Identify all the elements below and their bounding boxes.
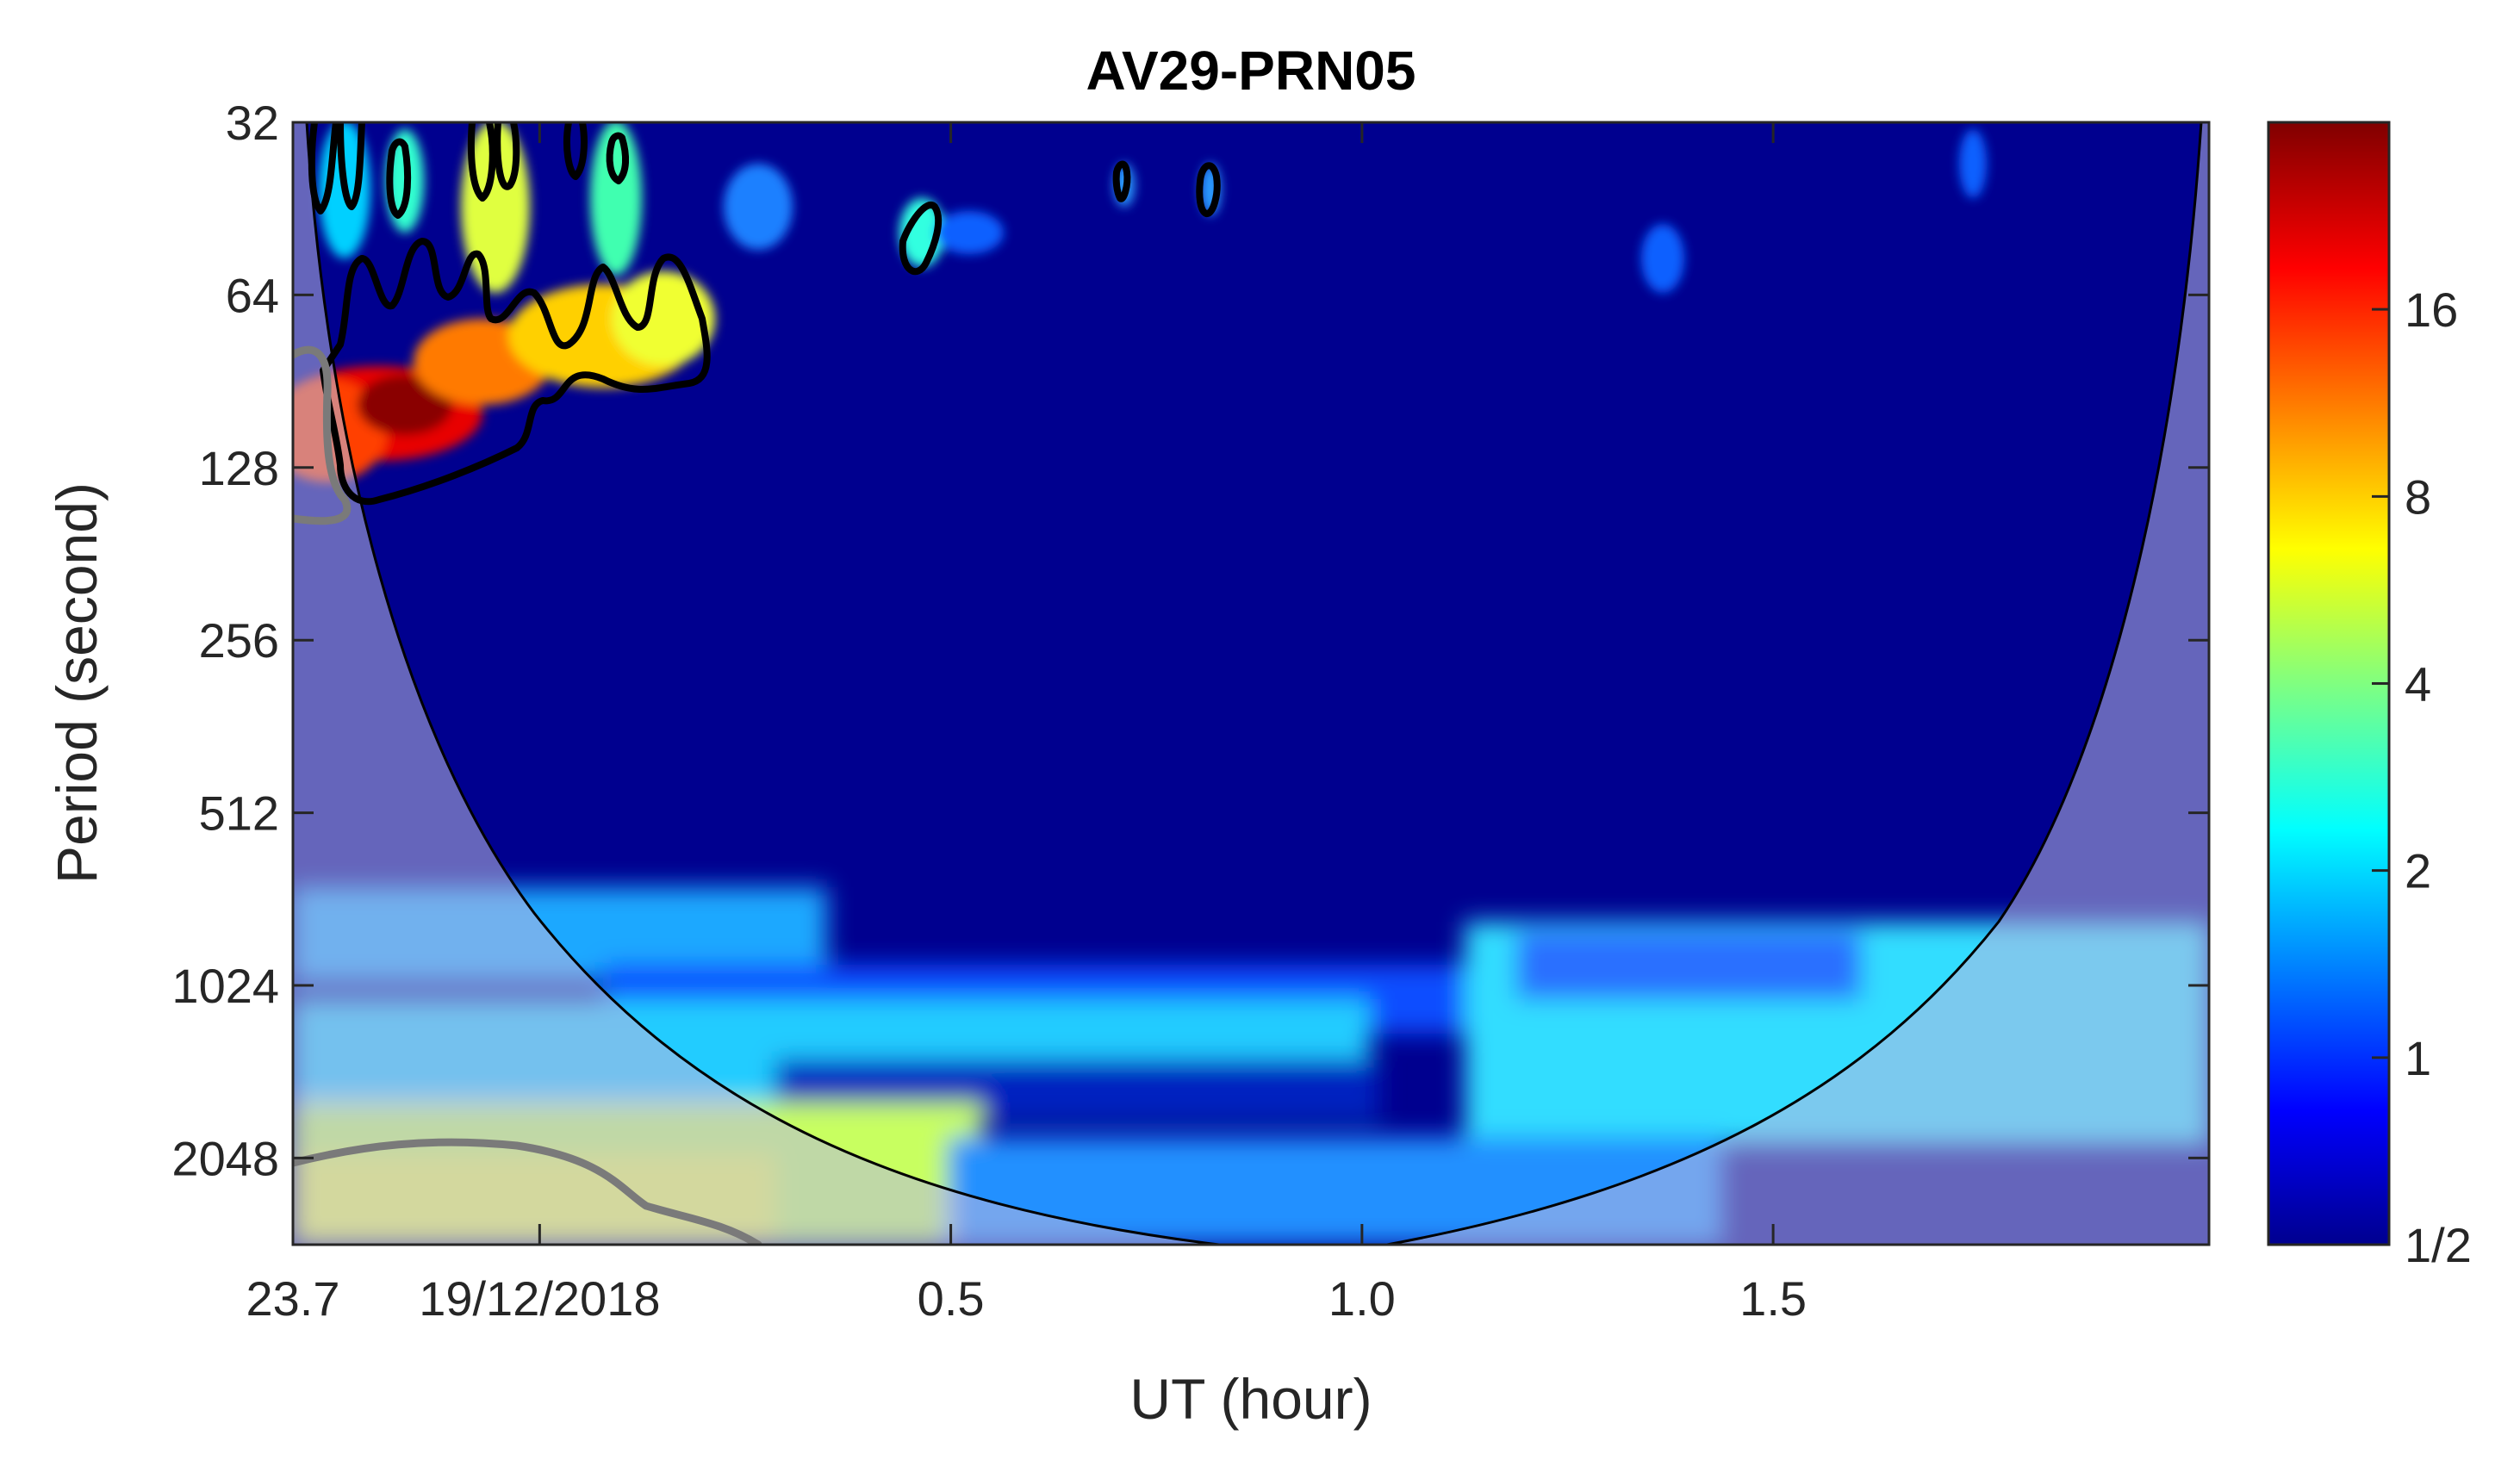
x-tick-label: 19/12/2018	[419, 1271, 660, 1326]
contour-upper-finger-2	[337, 122, 365, 210]
colorbar-tick-label: 1/2	[2405, 1218, 2472, 1272]
cone-of-influence-curve	[305, 122, 2203, 1245]
contour-upper-finger-4	[467, 122, 496, 202]
chart-title: AV29-PRN05	[1086, 40, 1416, 102]
y-tick-label: 2048	[171, 1131, 279, 1185]
colorbar-tick-label: 8	[2405, 469, 2431, 524]
significance-contours	[308, 122, 1221, 506]
y-axis-title: Period (second)	[45, 482, 109, 884]
colorbar-tick-label: 4	[2405, 657, 2431, 711]
patch-blue-36s	[1959, 129, 1987, 198]
contour-small-2	[1112, 160, 1131, 202]
contour-small-3	[1196, 162, 1221, 217]
patch-yellow-64s	[612, 271, 715, 366]
colorbar-gradient	[2267, 121, 2391, 1246]
band-1000-right	[1516, 930, 1861, 999]
y-tick-label: 256	[199, 613, 279, 668]
cone-contours	[293, 345, 762, 1245]
contour-upper-finger-1	[308, 122, 339, 214]
power-spectrum-heatmap	[293, 122, 2209, 1245]
cone-shading	[293, 122, 2209, 1245]
x-tick-label: 23.7	[246, 1271, 340, 1326]
x-tick-label: 0.5	[918, 1271, 985, 1326]
colorbar-tick-label: 2	[2405, 844, 2431, 898]
contour-upper-finger-7	[606, 132, 630, 184]
patch-cyan-50s	[590, 122, 642, 276]
x-tick-label: 1.0	[1328, 1271, 1396, 1326]
y-tick-label: 1024	[171, 959, 279, 1013]
patch-blue-48s	[935, 211, 1004, 254]
contour-main-blob	[320, 238, 711, 506]
contour-gray-upper	[293, 345, 352, 525]
contour-upper-finger-3	[386, 138, 412, 219]
y-tick-label: 128	[199, 441, 279, 495]
patch-peak-core	[358, 375, 452, 435]
colorbar-ticks: 1/2 1 2 4 8 16	[2372, 283, 2472, 1272]
x-tick-label: 1.5	[1739, 1271, 1807, 1326]
colorbar-tick-label: 16	[2405, 283, 2458, 337]
plot-frame	[291, 121, 2211, 1246]
y-tick-label: 512	[199, 786, 279, 841]
contour-small-1	[899, 202, 943, 276]
x-axis-title: UT (hour)	[1129, 1367, 1372, 1431]
colorbar: 1/2 1 2 4 8 16	[2267, 121, 2472, 1272]
y-tick-label: 64	[226, 268, 279, 322]
contour-gray-lower	[293, 1138, 762, 1245]
patch-blue-60s	[724, 164, 793, 250]
colorbar-tick-label: 1	[2405, 1031, 2431, 1085]
y-axis: 32 64 128 256 512 1024 2048	[171, 96, 2209, 1185]
contour-upper-finger-5	[494, 122, 520, 190]
y-tick-label: 32	[226, 96, 279, 150]
contour-upper-finger-6	[563, 122, 588, 180]
patch-blue-68s	[1641, 224, 1684, 293]
x-axis: 23.7 19/12/2018 0.5 1.0 1.5	[246, 122, 1807, 1326]
